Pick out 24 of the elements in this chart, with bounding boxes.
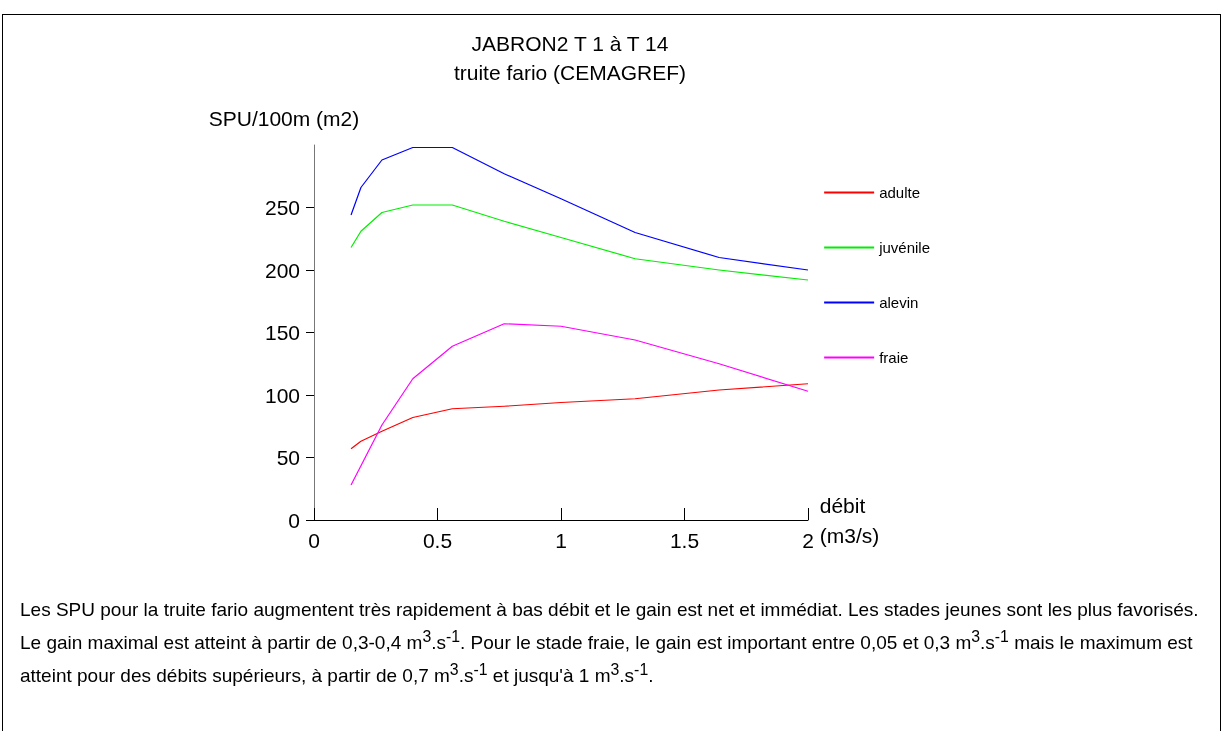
- y-tick-label: 200: [264, 258, 300, 282]
- y-tick-label: 100: [264, 383, 300, 407]
- line-series: [350, 323, 809, 486]
- line-series: [350, 146, 809, 271]
- x-tick-label: 2: [802, 529, 814, 552]
- line-series: [350, 204, 809, 281]
- x-axis-title: débit (m3/s): [819, 493, 880, 547]
- x-tick-label: 1.5: [669, 529, 700, 552]
- y-tick-label: 0: [288, 508, 300, 532]
- legend-label: fraie: [879, 349, 909, 366]
- y-tick-label: 250: [264, 196, 300, 219]
- legend-label: alevin: [879, 294, 919, 311]
- x-tick-label: 1: [555, 529, 567, 552]
- line-series: [350, 383, 809, 450]
- y-axis-title: SPU/100m (m2): [208, 107, 360, 130]
- legend-label: adulte: [879, 184, 921, 201]
- x-tick-label: 0.5: [422, 529, 453, 552]
- chart-title: JABRON2 T 1 à T 14: [471, 32, 669, 55]
- chart-subtitle: truite fario (CEMAGREF): [453, 61, 687, 84]
- y-tick-label: 150: [264, 321, 300, 344]
- legend-label: juvénile: [878, 239, 931, 256]
- y-tick-label: 50: [276, 446, 300, 469]
- text: Les SPU pour la truite fario augmentent très rapidement à bas débit et le gain est net et immédiat. Les stades jeunes sont les plus favorisés. Le gain maximal est atteint à partir de 0,3-0,4 m$^{3}$.s$^{-1}$. Pour le stade fraie, le gain est important entre 0,05 et 0,3 m$^{3}$.s$^{-1}$ mais le maximum est atteint pour des débits supérieurs, à partir de 0,7 m$^{3}$.s$^{-1}$ et jusqu'à 1 m$^{3}$.s$^{-1}$.: [20, 599, 1199, 687]
- x-tick-label: 0: [308, 529, 320, 552]
